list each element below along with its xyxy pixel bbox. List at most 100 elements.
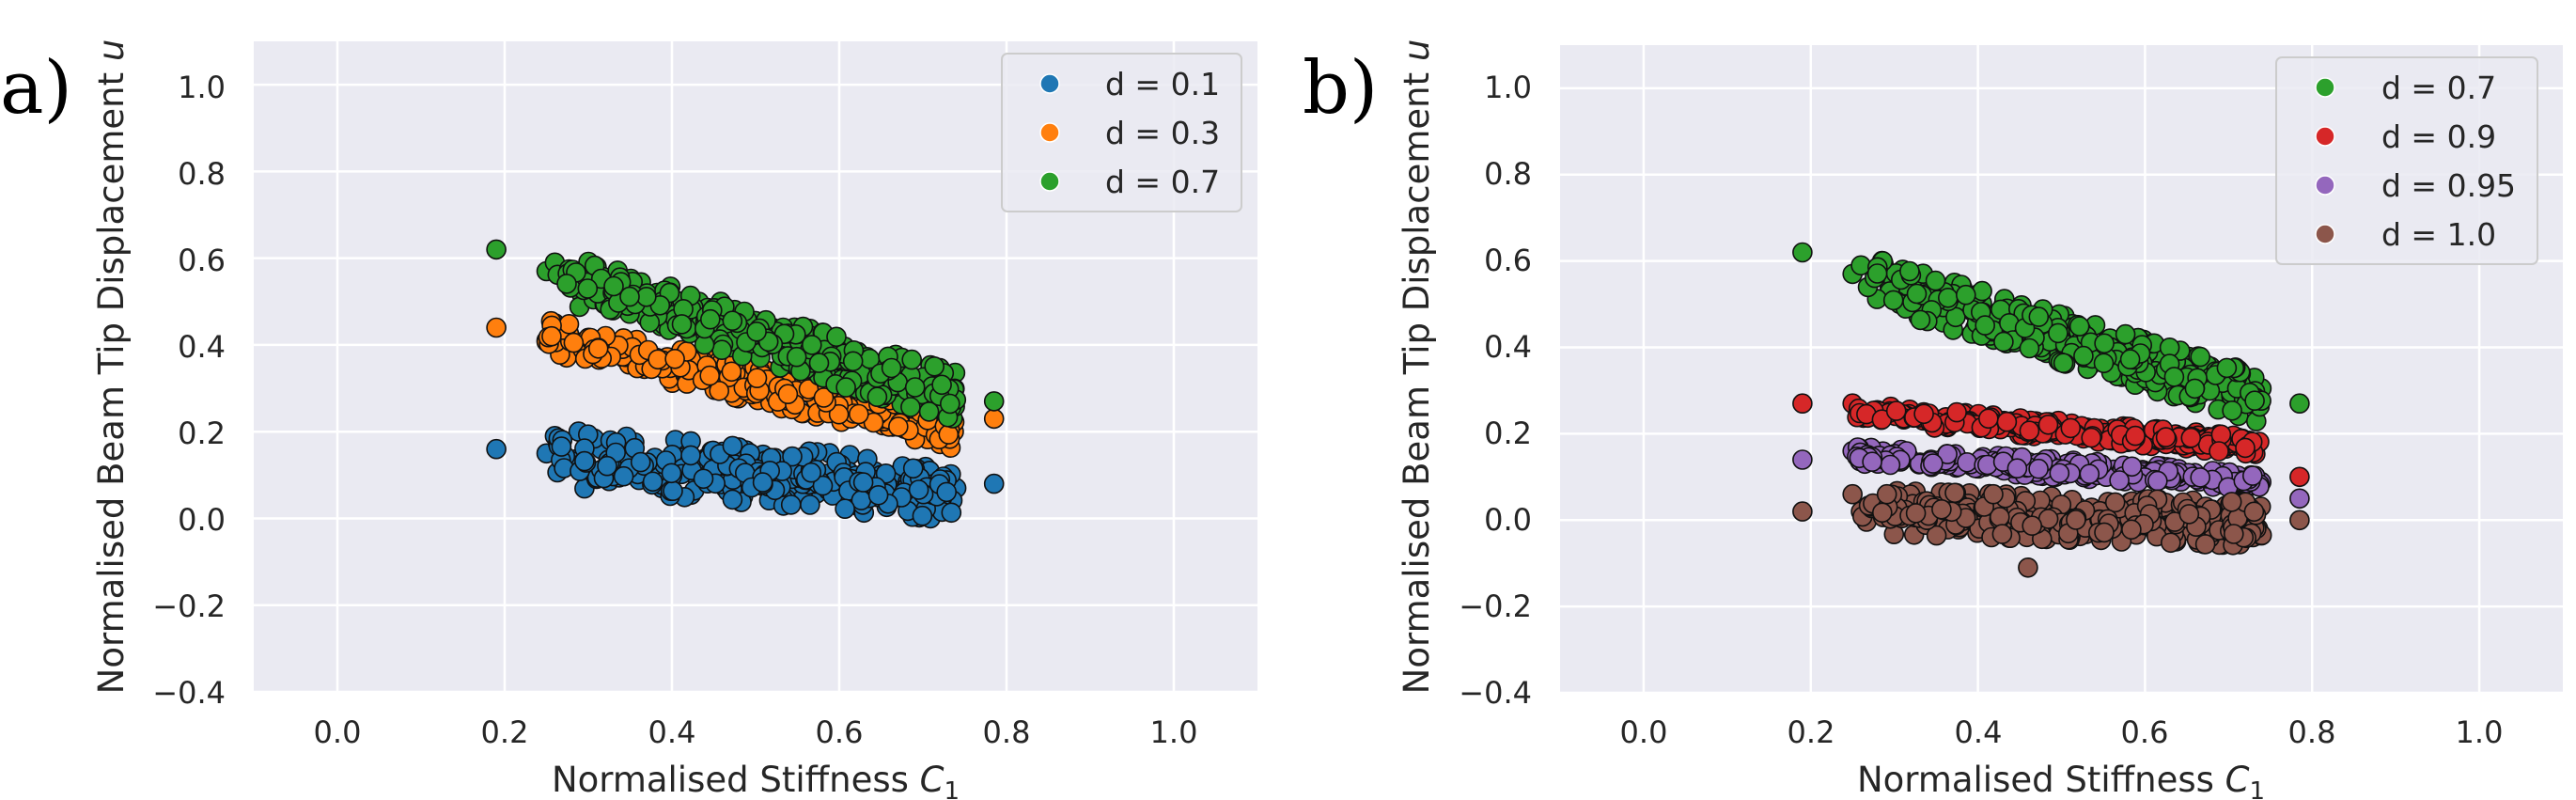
- scatter-point: [1792, 242, 1813, 263]
- scatter-point: [2209, 441, 2229, 462]
- y-tick-label: 1.0: [178, 70, 226, 105]
- x-tick-label: 0.8: [2288, 714, 2336, 750]
- scatter-point: [1975, 315, 1995, 336]
- legend-label: d = 1.0: [2381, 216, 2496, 253]
- scatter-point: [486, 317, 507, 338]
- scatter-point: [563, 332, 585, 353]
- scatter-point: [2093, 353, 2115, 374]
- scatter-point: [2244, 390, 2265, 412]
- x-tick-label: 0.8: [983, 714, 1031, 750]
- scatter-point: [2155, 427, 2177, 447]
- scatter-point: [558, 313, 580, 335]
- scatter-point: [1991, 524, 2013, 544]
- legend-b: d = 0.7 d = 0.9 d = 0.95 d = 1.0: [2275, 56, 2538, 265]
- legend-marker: [1039, 171, 1060, 192]
- scatter-point: [1792, 449, 1813, 470]
- x-tick-label: 0.2: [481, 714, 529, 750]
- scatter-point: [664, 348, 685, 369]
- scatter-point: [1938, 287, 1959, 308]
- scatter-point: [2094, 522, 2115, 543]
- scatter-point: [983, 473, 1005, 494]
- y-ticks-b: −0.4 −0.2 0.0 0.2 0.4 0.6 0.8 1.0: [1459, 70, 1532, 711]
- scatter-point: [2242, 465, 2263, 486]
- scatter-point: [1956, 284, 1976, 306]
- scatter-point: [1905, 503, 1927, 524]
- x-tick-label: 0.2: [1788, 714, 1835, 750]
- x-tick-label: 1.0: [2456, 714, 2504, 750]
- x-axis-label-text: Normalised Stiffness: [552, 760, 920, 800]
- scatter-point: [2053, 353, 2074, 374]
- scatter-point: [2222, 400, 2242, 421]
- scatter-point: [866, 386, 888, 408]
- scatter-point: [722, 489, 743, 510]
- y-tick-label: −0.4: [152, 675, 226, 711]
- scatter-point: [1866, 263, 1888, 284]
- x-ticks-a: 0.0 0.2 0.4 0.6 0.8 1.0: [314, 714, 1198, 750]
- scatter-point: [1906, 283, 1928, 305]
- scatter-point: [1937, 444, 1958, 464]
- scatter-point: [2060, 417, 2082, 439]
- scatter-point: [2190, 346, 2210, 368]
- scatter-point: [1944, 482, 1965, 504]
- scatter-point: [635, 286, 657, 307]
- scatter-point: [867, 484, 889, 506]
- legend-marker: [1039, 73, 1060, 94]
- scatter-point: [918, 401, 940, 422]
- scatter-point: [1925, 270, 1946, 291]
- legend-marker: [2315, 224, 2335, 244]
- y-tick-label: 0.6: [178, 243, 226, 278]
- legend-box: [2275, 56, 2538, 265]
- scatter-point: [556, 274, 577, 294]
- scatter-point: [2178, 504, 2200, 525]
- scatter-point: [801, 335, 822, 355]
- scatter-point: [924, 355, 945, 377]
- y-tick-label: −0.2: [1459, 588, 1532, 624]
- scatter-point: [2184, 378, 2206, 400]
- scatter-point: [2224, 524, 2244, 544]
- x-tick-label: 0.4: [648, 714, 696, 750]
- y-ticks-a: −0.4 −0.2 0.0 0.2 0.4 0.6 0.8 1.0: [152, 70, 226, 711]
- scatter-point: [908, 479, 929, 500]
- x-tick-label: 0.4: [1955, 714, 2003, 750]
- scatter-point: [709, 380, 730, 401]
- legend-label: d = 0.3: [1105, 115, 1220, 151]
- scatter-point: [800, 494, 820, 515]
- y-tick-label: 1.0: [1484, 70, 1532, 105]
- y-axis-label-symbol: u: [1397, 39, 1437, 61]
- scatter-point: [699, 308, 721, 330]
- scatter-point: [1872, 502, 1893, 524]
- scatter-point: [551, 436, 572, 457]
- scatter-point: [648, 349, 668, 370]
- scatter-point: [2019, 337, 2040, 359]
- scatter-point: [603, 275, 624, 297]
- x-tick-label: 1.0: [1150, 714, 1198, 750]
- scatter-point: [2018, 557, 2038, 578]
- scatter-point: [2235, 437, 2256, 459]
- scatter-point: [680, 445, 701, 466]
- scatter-point: [711, 339, 732, 361]
- scatter-point: [2147, 470, 2168, 492]
- y-tick-label: 0.4: [178, 329, 226, 365]
- scatter-point: [2006, 458, 2028, 479]
- scatter-point: [941, 502, 962, 524]
- y-tick-label: 0.6: [1484, 243, 1532, 278]
- scatter-point: [842, 351, 864, 372]
- x-axis-label-symbol: C: [920, 760, 945, 800]
- scatter-point: [2221, 492, 2242, 512]
- scatter-point: [574, 450, 595, 472]
- scatter-point: [721, 361, 742, 383]
- scatter-point: [597, 455, 617, 477]
- scatter-point: [826, 326, 847, 348]
- scatter-point: [1978, 408, 1999, 430]
- y-tick-label: 0.8: [178, 156, 226, 192]
- panel-label-b: b): [1303, 46, 1378, 131]
- y-axis-label-text: Normalised Beam Tip Displacement: [91, 61, 132, 694]
- y-tick-label: 0.0: [1484, 502, 1532, 538]
- y-axis-label-b: Normalised Beam Tip Displacement u: [1397, 39, 1437, 695]
- legend-marker: [2315, 77, 2335, 98]
- points-b: [1792, 242, 2310, 578]
- scatter-point: [848, 403, 869, 425]
- scatter-point: [663, 480, 683, 502]
- scatter-point: [875, 463, 897, 484]
